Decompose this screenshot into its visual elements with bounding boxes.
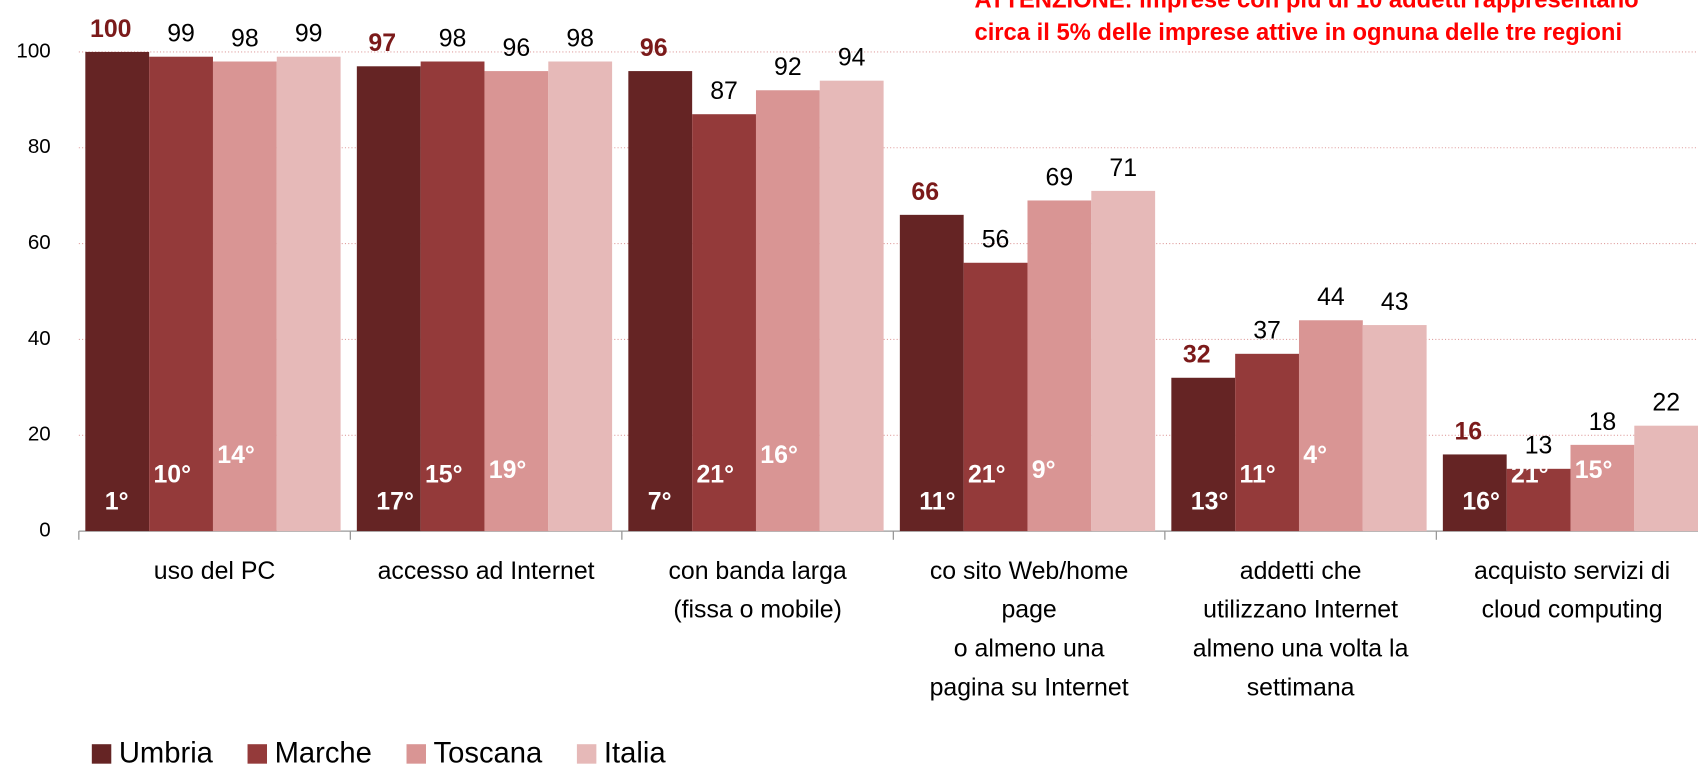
rank-label: 1°	[105, 488, 129, 516]
value-label: 16	[1454, 417, 1482, 445]
y-tick-label: 60	[28, 231, 51, 254]
value-label: 87	[710, 77, 738, 105]
legend-swatch	[91, 744, 112, 764]
value-label: 13	[1525, 432, 1553, 460]
value-label: 92	[774, 53, 802, 81]
bar	[1570, 444, 1635, 532]
bar	[1442, 454, 1507, 532]
legend-swatch	[247, 744, 268, 764]
value-label: 98	[566, 24, 594, 52]
bar	[819, 80, 884, 532]
bar	[1027, 200, 1092, 532]
legend-label: Italia	[604, 738, 666, 768]
x-tick-label: (fissa o mobile)	[673, 596, 842, 624]
bar	[692, 114, 756, 532]
rank-label: 7°	[648, 488, 672, 516]
bar	[628, 71, 693, 532]
value-label: 99	[295, 20, 323, 48]
value-label: 98	[439, 24, 467, 52]
rank-label: 11°	[1239, 461, 1275, 489]
bar	[420, 61, 485, 532]
x-tick-label: co sito Web/home	[930, 557, 1129, 585]
value-label: 96	[640, 34, 668, 62]
y-tick-label: 20	[28, 423, 51, 446]
rank-label: 15°	[425, 461, 463, 489]
legend-swatch	[406, 744, 426, 764]
legend-label: Umbria	[119, 738, 214, 768]
bar	[755, 90, 820, 532]
value-label: 56	[982, 226, 1010, 254]
bar	[1298, 320, 1363, 532]
rank-label: 13°	[1191, 488, 1229, 516]
bar	[1634, 425, 1698, 532]
rank-label: 17°	[376, 488, 414, 516]
x-tick-label: settimana	[1247, 674, 1355, 702]
x-tick-label: utilizzano Internet	[1203, 596, 1398, 624]
x-tick-label: pagina su Internet	[930, 674, 1129, 702]
legend-label: Marche	[275, 738, 372, 768]
value-label: 22	[1652, 389, 1680, 417]
rank-label: 15°	[1575, 456, 1613, 484]
rank-label: 21°	[1511, 461, 1549, 489]
rank-label: 16°	[1462, 488, 1500, 516]
value-label: 100	[90, 15, 131, 43]
rank-label: 14°	[217, 441, 255, 469]
rank-label: 10°	[153, 461, 191, 489]
value-label: 97	[368, 29, 396, 57]
bar	[356, 66, 421, 532]
bar	[1362, 325, 1427, 532]
value-label: 44	[1317, 283, 1345, 311]
rank-label: 19°	[489, 456, 527, 484]
value-label: 69	[1046, 163, 1074, 191]
x-tick-label: o almeno una	[954, 635, 1105, 663]
bar	[484, 71, 549, 532]
value-label: 99	[167, 20, 195, 48]
rank-label: 21°	[968, 461, 1006, 489]
bar	[276, 56, 341, 532]
rank-label: 11°	[919, 488, 955, 516]
value-label: 96	[503, 34, 531, 62]
bar	[1506, 468, 1571, 532]
y-tick-label: 40	[28, 327, 51, 350]
bar	[899, 214, 964, 532]
rank-label: 16°	[760, 441, 798, 469]
x-tick-label: addetti che	[1240, 557, 1362, 585]
rank-label: 9°	[1032, 456, 1056, 484]
rank-label: 4°	[1303, 441, 1327, 469]
legend-swatch	[576, 744, 597, 764]
bar	[212, 61, 277, 532]
y-tick-label: 100	[16, 39, 50, 62]
value-label: 37	[1253, 317, 1281, 345]
value-label: 94	[838, 44, 866, 72]
x-tick-label: con banda larga	[668, 557, 846, 585]
y-tick-label: 0	[39, 519, 50, 542]
y-tick-label: 80	[28, 135, 51, 158]
x-tick-label: acquisto servizi di	[1474, 557, 1670, 585]
rank-label: 21°	[696, 461, 734, 489]
bar	[1091, 190, 1156, 532]
legend-label: Toscana	[434, 738, 543, 768]
value-label: 43	[1381, 288, 1409, 316]
value-label: 98	[231, 24, 259, 52]
x-tick-label: accesso ad Internet	[378, 557, 595, 585]
bar	[85, 51, 150, 532]
x-tick-label: cloud computing	[1482, 596, 1663, 624]
annotation: ATTENZIONE: imprese con più di 10 addett…	[974, 0, 1638, 13]
bar	[963, 262, 1028, 532]
bar	[1235, 353, 1299, 532]
value-label: 18	[1589, 408, 1617, 436]
value-label: 32	[1183, 341, 1211, 369]
bar	[149, 56, 213, 532]
x-tick-label: page	[1001, 596, 1056, 624]
value-label: 66	[911, 178, 939, 206]
value-label: 71	[1109, 154, 1137, 182]
x-tick-label: uso del PC	[154, 557, 276, 585]
x-tick-label: almeno una volta la	[1193, 635, 1409, 663]
annotation: circa il 5% delle imprese attive in ognu…	[974, 19, 1622, 46]
bar	[548, 61, 613, 532]
bar	[1171, 377, 1236, 532]
